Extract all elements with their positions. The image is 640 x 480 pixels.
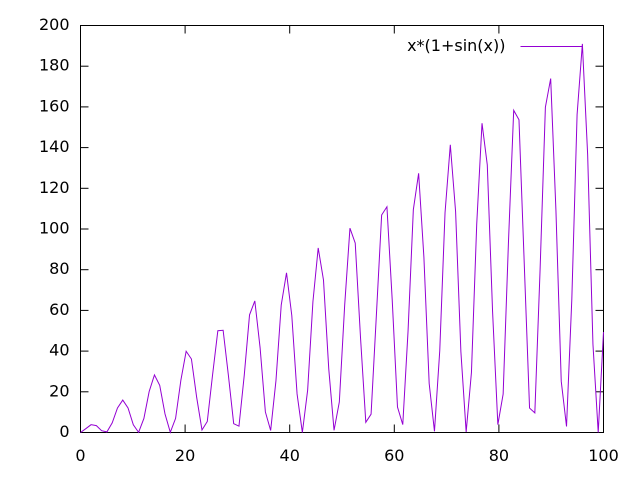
data-line [80, 43, 604, 434]
y-tick-label: 100 [39, 219, 70, 238]
y-tick-label: 20 [49, 381, 69, 400]
x-tick-label: 40 [280, 446, 300, 465]
y-tick-label: 140 [39, 137, 70, 156]
y-tick-label: 180 [39, 56, 70, 75]
y-tick-label: 80 [49, 259, 69, 278]
y-tick-label: 160 [39, 96, 70, 115]
y-tick-label: 200 [39, 15, 70, 34]
y-tick-label: 40 [49, 341, 69, 360]
legend-label: x*(1+sin(x)) [407, 36, 505, 55]
y-tick-label: 120 [39, 178, 70, 197]
x-tick-label: 100 [588, 446, 619, 465]
y-tick-label: 0 [59, 422, 69, 441]
y-tick-label: 60 [49, 300, 69, 319]
x-tick-label: 20 [175, 446, 195, 465]
plot-border [80, 25, 604, 433]
x-tick-label: 0 [75, 446, 85, 465]
x-tick-label: 80 [489, 446, 509, 465]
x-tick-label: 60 [384, 446, 404, 465]
